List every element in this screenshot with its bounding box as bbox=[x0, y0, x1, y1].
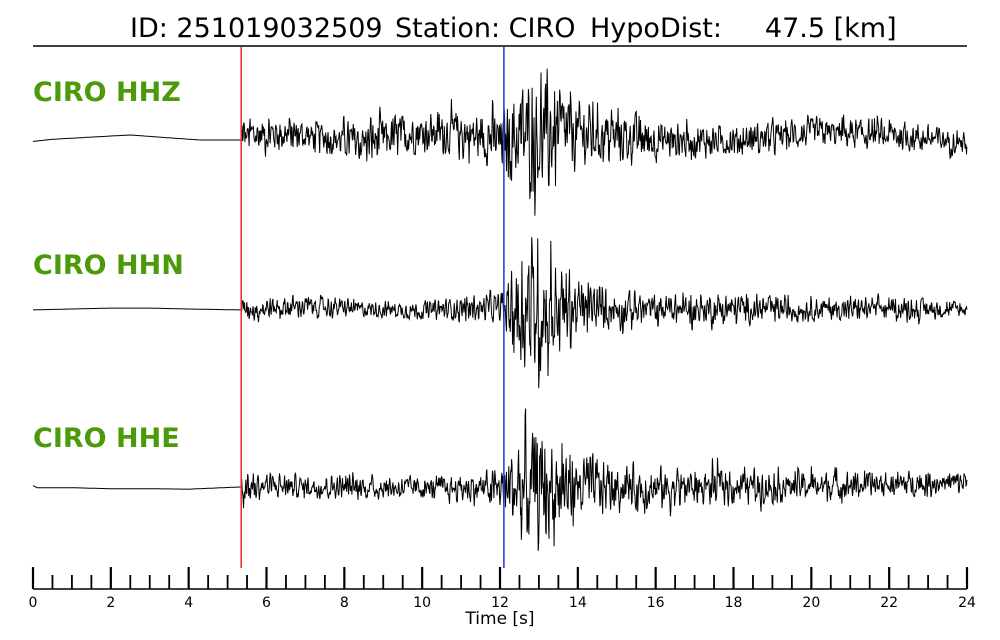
channel-label-hhn: CIRO HHN bbox=[33, 250, 184, 281]
tick-label: 20 bbox=[802, 595, 820, 611]
tick-label: 6 bbox=[262, 595, 271, 611]
title-id: ID: 251019032509 bbox=[130, 13, 383, 44]
tick-label: 16 bbox=[647, 595, 665, 611]
trace-hhe bbox=[32, 408, 968, 551]
time-axis-ticks bbox=[31, 567, 969, 589]
time-axis-label: Time [s] bbox=[464, 609, 534, 629]
tick-label: 2 bbox=[106, 595, 115, 611]
title-hypodist: HypoDist: 47.5 [km] bbox=[590, 13, 897, 44]
channel-label-hhz: CIRO HHZ bbox=[33, 77, 181, 108]
tick-label: 0 bbox=[29, 595, 38, 611]
tick-label: 10 bbox=[413, 595, 431, 611]
channel-label-hhe: CIRO HHE bbox=[33, 423, 180, 454]
tick-label: 14 bbox=[569, 595, 587, 611]
trace-hhz bbox=[32, 68, 968, 216]
tick-label: 4 bbox=[184, 595, 193, 611]
tick-label: 18 bbox=[725, 595, 743, 611]
trace-hhn bbox=[33, 237, 968, 389]
tick-label: 24 bbox=[958, 595, 976, 611]
tick-label: 8 bbox=[340, 595, 349, 611]
tick-label: 12 bbox=[491, 595, 509, 611]
time-axis-tick-labels: 0 2 4 6 8 10 12 14 16 18 20 22 24 bbox=[29, 595, 976, 611]
tick-label: 22 bbox=[880, 595, 898, 611]
title-station: Station: CIRO bbox=[395, 13, 576, 44]
